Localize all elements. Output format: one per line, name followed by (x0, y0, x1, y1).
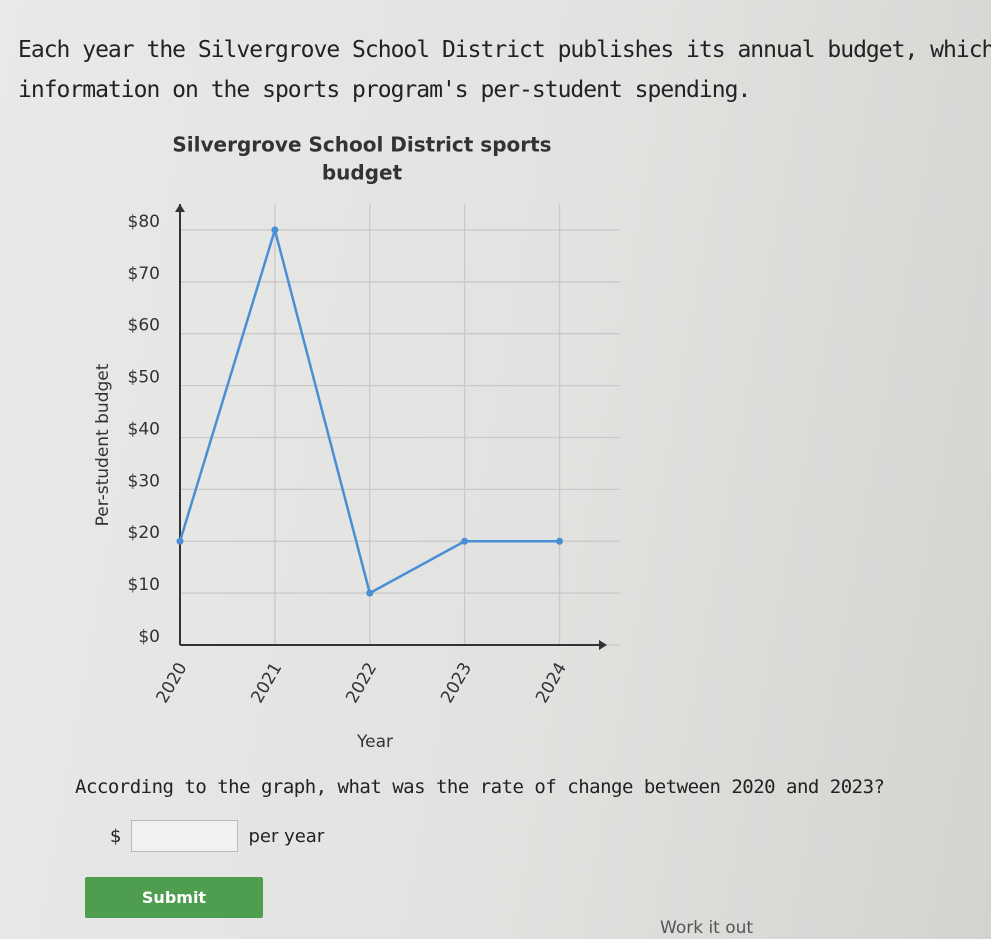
intro-line: Each year the Silvergrove School Distric… (18, 37, 991, 63)
x-tick-label: 2023 (437, 659, 476, 706)
axis-arrow (175, 204, 185, 212)
answer-row: $ per year (110, 820, 324, 852)
y-tick-label: $50 (128, 368, 160, 388)
x-tick-label: 2022 (342, 659, 381, 706)
y-tick-label: $40 (128, 419, 160, 439)
x-tick-label: 2024 (532, 659, 571, 706)
x-tick-label: 2021 (247, 659, 286, 706)
chart-title: budget (322, 161, 403, 185)
data-point (176, 537, 184, 545)
data-point (366, 589, 374, 597)
y-tick-label: $20 (128, 523, 160, 543)
chart-title: Silvergrove School District sports (172, 133, 551, 157)
x-tick-label: 2020 (153, 659, 192, 706)
answer-input[interactable] (131, 820, 239, 852)
x-axis-label: Year (356, 732, 393, 752)
chart: Silvergrove School District sports budge… (93, 133, 620, 752)
intro-line: information on the sports program's per-… (18, 77, 751, 103)
y-tick-label: $10 (128, 575, 160, 595)
axis-arrow (599, 640, 607, 650)
prefix: $ (110, 825, 122, 847)
y-tick-label: $0 (138, 627, 160, 647)
data-point (556, 537, 564, 545)
y-axis-label: Per-student budget (93, 363, 113, 526)
submit-button[interactable]: Submit (85, 877, 263, 918)
work-it-out[interactable]: Work it out (660, 918, 754, 938)
y-tick-label: $30 (128, 471, 160, 491)
intro: Each year the Silvergrove School Distric… (18, 30, 991, 110)
question: According to the graph, what was the rat… (75, 776, 885, 798)
suffix: per year (248, 825, 325, 847)
y-tick-label: $70 (128, 264, 160, 284)
y-tick-label: $80 (128, 212, 160, 232)
data-point (271, 226, 279, 234)
y-tick-label: $60 (128, 316, 160, 336)
data-point (461, 537, 469, 545)
